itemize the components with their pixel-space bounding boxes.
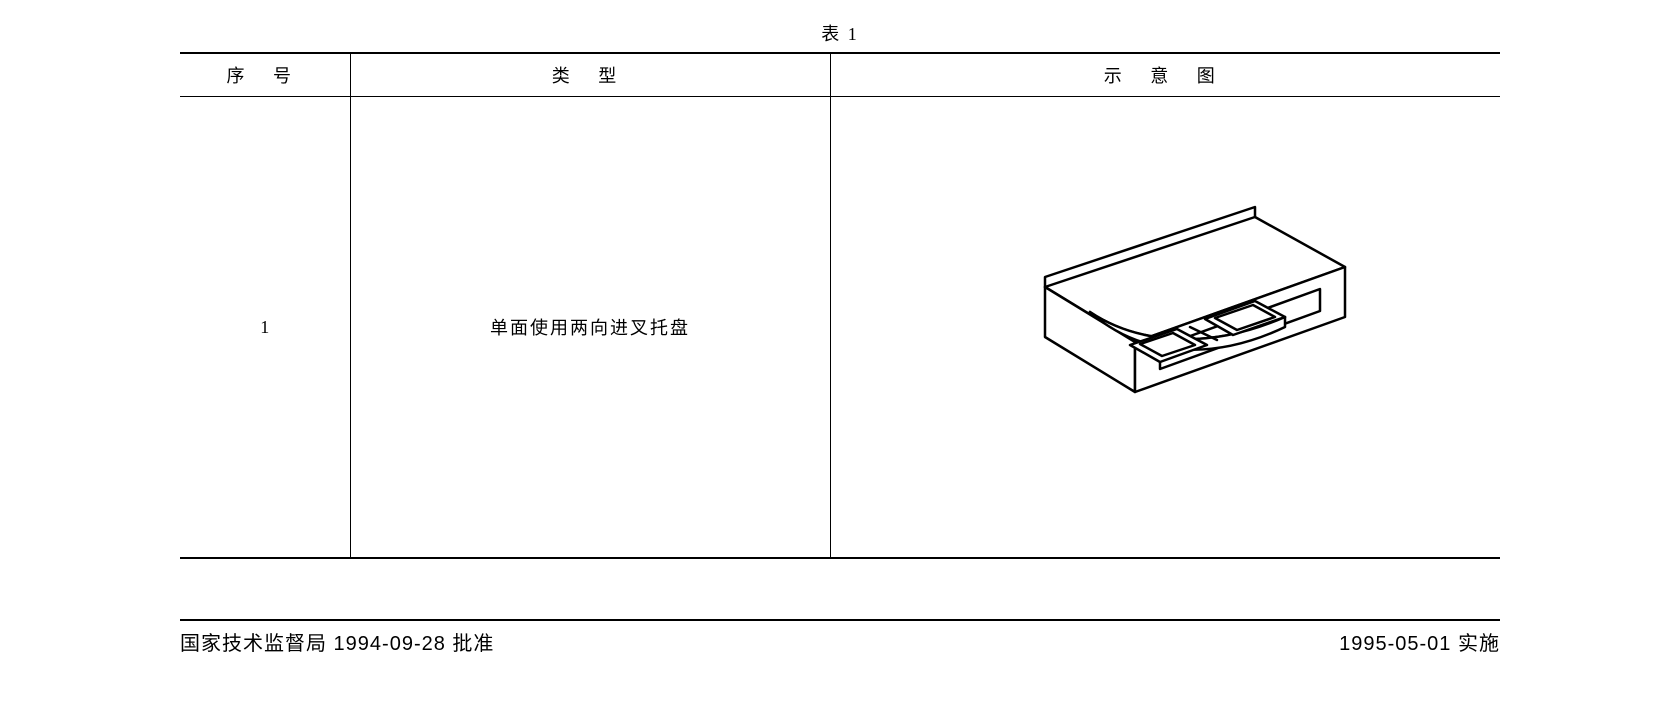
pallet-diagram-icon [955, 177, 1375, 477]
page-footer: 国家技术监督局 1994-09-28 批准 1995-05-01 实施 [180, 619, 1500, 656]
footer-approval: 国家技术监督局 1994-09-28 批准 [180, 627, 494, 656]
col-header-fig: 示 意 图 [830, 53, 1500, 97]
table-header-row: 序 号 类 型 示 意 图 [180, 53, 1500, 97]
cell-type-text: 单面使用两向进叉托盘 [490, 318, 690, 338]
col-header-num: 序 号 [180, 53, 350, 97]
col-header-type: 类 型 [350, 53, 830, 97]
cell-figure [830, 97, 1500, 559]
spec-table: 序 号 类 型 示 意 图 1 单面使用两向进叉托盘 [180, 52, 1500, 559]
cell-num: 1 [180, 97, 350, 559]
footer-effective: 1995-05-01 实施 [1339, 627, 1500, 656]
table-caption: 表 1 [180, 20, 1500, 46]
cell-type: 单面使用两向进叉托盘 [350, 97, 830, 559]
table-row: 1 单面使用两向进叉托盘 [180, 97, 1500, 559]
